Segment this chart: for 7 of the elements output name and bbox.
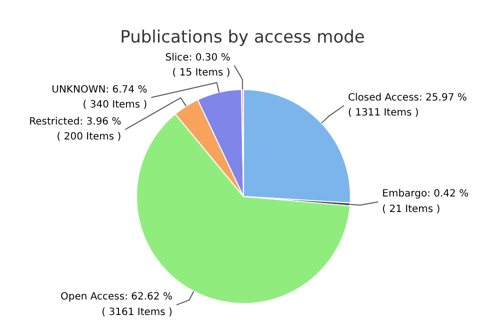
- slice-label: Closed Access: 25.97 % ( 1311 Items ): [348, 92, 467, 119]
- slice-label: Slice: 0.30 % ( 15 Items ): [165, 52, 230, 79]
- slice-label: UNKNOWN: 6.74 % ( 340 Items ): [52, 84, 148, 111]
- slice-label: Open Access: 62.62 % ( 3161 Items ): [60, 292, 173, 318]
- slice-label: Restricted: 3.96 % ( 200 Items ): [29, 116, 122, 143]
- chart-title: Publications by access mode: [120, 28, 365, 48]
- slice-label: Embargo: 0.42 % ( 21 Items ): [382, 188, 469, 216]
